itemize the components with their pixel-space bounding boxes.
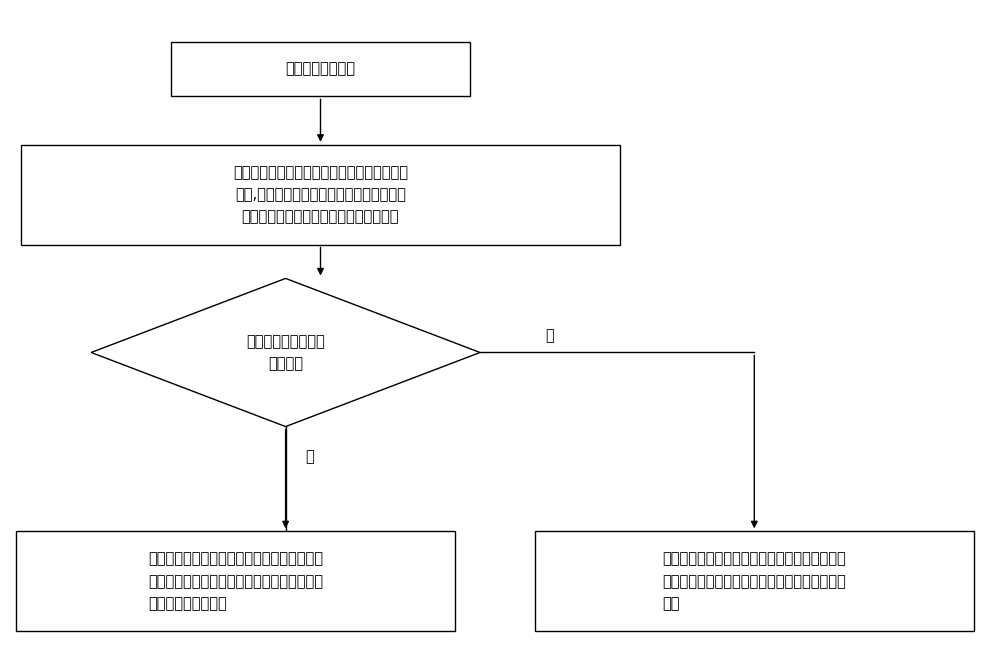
Text: 控制奇数离合器电磁阀的电流，对发动机转速进
行比例调节，使发动机实际转速跟随发动机目标
转速: 控制奇数离合器电磁阀的电流，对发动机转速进 行比例调节，使发动机实际转速跟随发动… [662, 551, 846, 611]
Text: 是: 是 [545, 328, 554, 343]
Text: 根据一挡挡位和油门开度查表获取发动机参考
转速,并修正后得到发动机目标转速。计算发
动机目标转速与发动机实际转速的转速差: 根据一挡挡位和油门开度查表获取发动机参考 转速,并修正后得到发动机目标转速。计算… [233, 165, 408, 225]
Text: 控制奇数离合器电磁阀的电流，对发动机转速
进行比例调节和积分调节，使发动机实际转速
跟随发动机目标转速: 控制奇数离合器电磁阀的电流，对发动机转速 进行比例调节和积分调节，使发动机实际转… [148, 551, 323, 611]
Polygon shape [91, 278, 480, 426]
FancyBboxPatch shape [171, 41, 470, 96]
FancyBboxPatch shape [535, 531, 974, 631]
Text: 发动机目标转速大于
实际转速: 发动机目标转速大于 实际转速 [246, 334, 325, 371]
Text: 否: 否 [306, 449, 314, 464]
Text: 一挡正常起步开始: 一挡正常起步开始 [286, 61, 356, 76]
FancyBboxPatch shape [21, 145, 620, 245]
FancyBboxPatch shape [16, 531, 455, 631]
